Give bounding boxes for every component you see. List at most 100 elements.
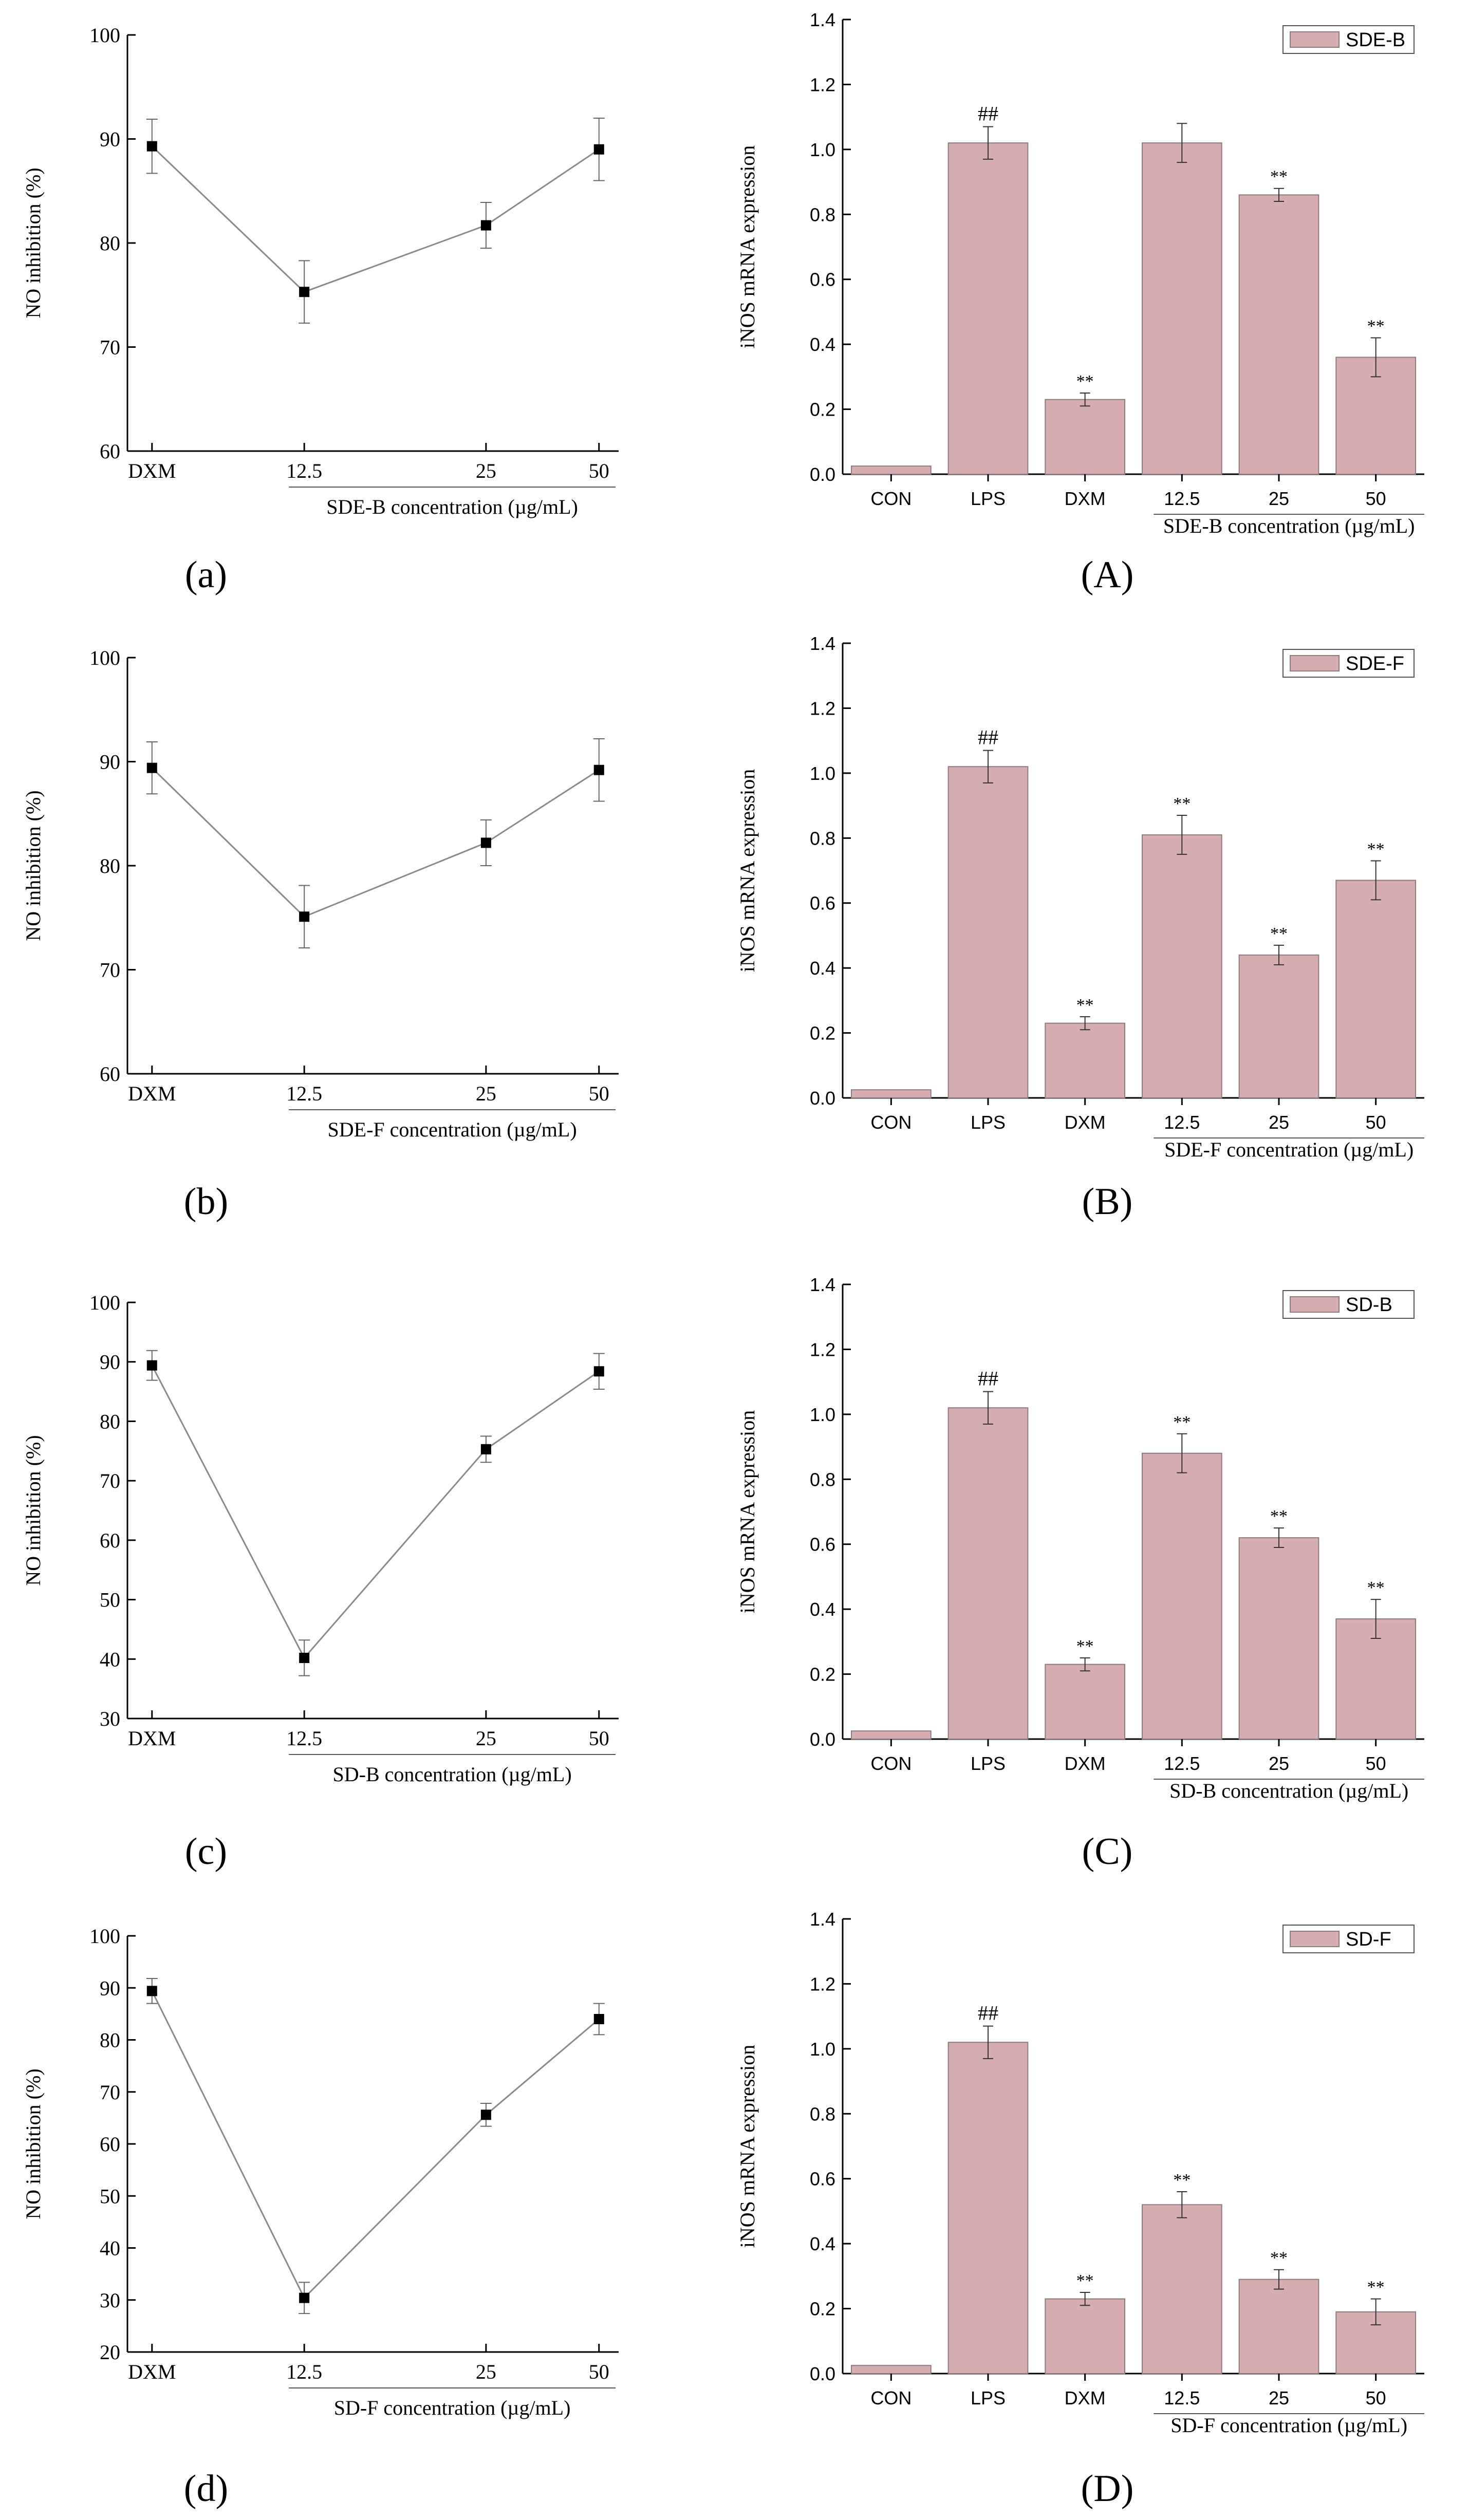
y-tick-label: 100 [89, 1925, 120, 1948]
bar [1238, 1537, 1319, 1740]
y-tick-label: 1.2 [810, 1339, 835, 1360]
y-tick-label: 60 [100, 2133, 120, 2156]
y-tick-label: 90 [100, 1976, 120, 2000]
data-point [593, 2014, 604, 2024]
y-tick-label: 0.0 [810, 1729, 835, 1750]
x-axis-label: SDE-F concentration (µg/mL) [328, 1118, 577, 1141]
x-axis-label: SD-B concentration (µg/mL) [333, 1763, 572, 1786]
y-tick-label: 70 [100, 1469, 120, 1492]
y-tick-label: 0.6 [810, 893, 835, 914]
y-tick-label: 30 [100, 1707, 120, 1730]
bar [1141, 2204, 1222, 2374]
y-axis-label: iNOS mRNA expression [736, 2045, 759, 2248]
significance-label: ## [978, 102, 998, 125]
legend-swatch [1290, 655, 1340, 671]
y-tick-label: 60 [100, 1529, 120, 1552]
y-tick-label: 80 [100, 2029, 120, 2052]
x-tick-label: DXM [1065, 1112, 1106, 1133]
data-point [480, 2110, 491, 2120]
x-axis-label: SDE-F concentration (µg/mL) [1164, 1138, 1414, 1161]
y-axis-label: NO inhibition (%) [22, 1435, 45, 1585]
y-tick-label: 1.2 [810, 698, 835, 719]
x-tick-label: DXM [128, 1082, 176, 1105]
x-axis-label: SD-F concentration (µg/mL) [334, 2396, 571, 2419]
y-tick-label: 1.4 [810, 1909, 835, 1930]
y-tick-label: 0.8 [810, 1469, 835, 1490]
significance-label: ** [1367, 840, 1385, 859]
y-tick-label: 0.4 [810, 334, 835, 355]
data-point [299, 911, 310, 922]
legend-swatch [1290, 1296, 1340, 1313]
y-tick-label: 90 [100, 751, 120, 774]
x-tick-label: CON [870, 2387, 912, 2409]
y-tick-label: 60 [100, 1062, 120, 1086]
x-tick-label: 50 [1366, 1753, 1386, 1774]
data-point [299, 1652, 310, 1663]
panel-label: (b) [184, 1181, 228, 1223]
data-point [480, 220, 491, 231]
y-tick-label: 0.2 [810, 1664, 835, 1685]
x-tick-label: 50 [589, 1082, 609, 1105]
panel-label: (B) [1082, 1181, 1133, 1223]
x-axis-label: SDE-B concentration (µg/mL) [326, 495, 578, 518]
y-tick-label: 1.4 [810, 9, 835, 30]
x-tick-label: DXM [1065, 2387, 1106, 2409]
bar-chart-A: 0.0 0.2 0.4 0.6 0.8 1.0 1.2 1.4 CON ## LPS ** DXM 12.… [736, 9, 1424, 596]
x-tick-label: 25 [1269, 1753, 1289, 1774]
y-tick-label: 0.6 [810, 269, 835, 290]
data-point [146, 141, 157, 152]
y-tick-label: 0.0 [810, 464, 835, 485]
panel-label: (d) [184, 2468, 228, 2510]
x-tick-label: DXM [1065, 488, 1106, 509]
data-point [299, 2292, 310, 2303]
y-tick-label: 1.0 [810, 2039, 835, 2060]
y-tick-label: 0.2 [810, 1023, 835, 1044]
x-tick-label: 12.5 [1164, 488, 1200, 509]
bar [1238, 954, 1319, 1099]
line-chart-d: 20 30 40 50 60 70 80 90 100 DXM 12.5 25 50 SD-F conce… [22, 1925, 619, 2510]
x-tick-label: 25 [1269, 1112, 1289, 1133]
panel-label: (A) [1081, 554, 1134, 596]
bar [1045, 2298, 1126, 2374]
data-line [151, 767, 600, 918]
significance-label: ** [1173, 2171, 1191, 2190]
x-tick-label: 50 [1366, 1112, 1386, 1133]
y-tick-label: 40 [100, 1648, 120, 1671]
x-tick-label: 25 [1269, 488, 1289, 509]
x-tick-label: 12.5 [286, 1727, 322, 1750]
bar-chart-D: 0.0 0.2 0.4 0.6 0.8 1.0 1.2 1.4 CON ## LPS ** DXM ** 1… [736, 1909, 1424, 2510]
significance-label: ** [1173, 794, 1191, 813]
y-tick-label: 1.2 [810, 1973, 835, 1994]
significance-label: ** [1270, 2249, 1288, 2268]
significance-label: ## [978, 726, 998, 749]
significance-label: ** [1076, 996, 1094, 1015]
panel-label: (c) [185, 1831, 227, 1873]
bar [1045, 1664, 1126, 1740]
significance-label: ** [1076, 372, 1094, 391]
bar [850, 2365, 932, 2374]
bar [947, 2042, 1029, 2375]
y-axis-label: NO inhibition (%) [22, 790, 45, 941]
y-tick-label: 1.0 [810, 139, 835, 160]
bar [1238, 194, 1319, 475]
x-tick-label: DXM [128, 459, 176, 482]
x-tick-label: DXM [128, 1727, 176, 1750]
legend-label: SD-F [1346, 1929, 1391, 1950]
significance-label: ** [1076, 1637, 1094, 1656]
y-tick-label: 50 [100, 2185, 120, 2208]
panel-label: (D) [1081, 2468, 1134, 2510]
y-tick-label: 90 [100, 128, 120, 151]
y-tick-label: 0.6 [810, 2169, 835, 2190]
y-tick-label: 0.4 [810, 2233, 835, 2254]
y-tick-label: 0.0 [810, 1088, 835, 1109]
x-tick-label: 12.5 [286, 1082, 322, 1105]
x-tick-label: 50 [589, 459, 609, 482]
x-tick-label: 12.5 [1164, 1753, 1200, 1774]
significance-label: ** [1367, 2278, 1385, 2297]
x-tick-label: 50 [589, 1727, 609, 1750]
y-tick-label: 70 [100, 2081, 120, 2104]
y-axis-label: iNOS mRNA expression [736, 769, 759, 973]
bar [1141, 834, 1222, 1098]
significance-label: ** [1173, 1413, 1191, 1432]
